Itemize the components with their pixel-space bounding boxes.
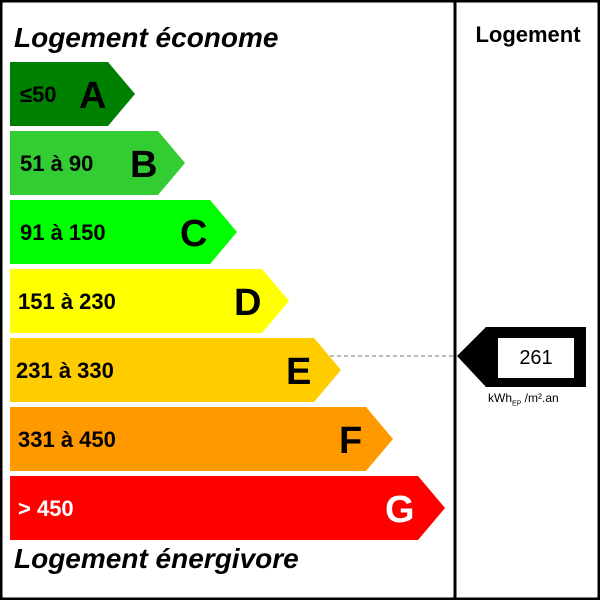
class-b-range: 51 à 90: [20, 151, 94, 176]
unit-suffix: /m².an: [521, 391, 559, 405]
indicator-value-box: [498, 338, 574, 378]
class-d-range: 151 à 230: [18, 289, 116, 314]
bar-a: [10, 62, 135, 126]
consumption-value: 261: [519, 346, 553, 369]
class-f-range: 331 à 450: [18, 427, 116, 452]
bar-c: [10, 200, 237, 264]
title-energy-intensive: Logement énergivore: [14, 543, 299, 574]
unit-subscript: EP: [512, 400, 522, 408]
class-a-range: ≤50: [20, 82, 57, 107]
consumption-unit: kWhEP /m².an: [488, 391, 559, 407]
class-g-range: > 450: [18, 496, 74, 521]
bar-d: [10, 269, 289, 333]
unit-main: kWh: [488, 391, 512, 405]
class-e-range: 231 à 330: [16, 358, 114, 383]
class-b-letter: B: [130, 144, 158, 186]
class-d-letter: D: [234, 282, 262, 324]
title-economical: Logement économe: [14, 22, 279, 53]
class-g-letter: G: [385, 489, 415, 531]
class-c-range: 91 à 150: [20, 220, 106, 245]
class-a-letter: A: [79, 75, 107, 117]
bar-g: [10, 476, 445, 540]
class-c-letter: C: [180, 213, 208, 255]
class-e-letter: E: [286, 351, 312, 393]
bar-e: [10, 338, 341, 402]
bar-b: [10, 131, 185, 195]
column-header: Logement: [475, 22, 581, 47]
class-f-letter: F: [339, 420, 363, 462]
bar-f: [10, 407, 393, 471]
